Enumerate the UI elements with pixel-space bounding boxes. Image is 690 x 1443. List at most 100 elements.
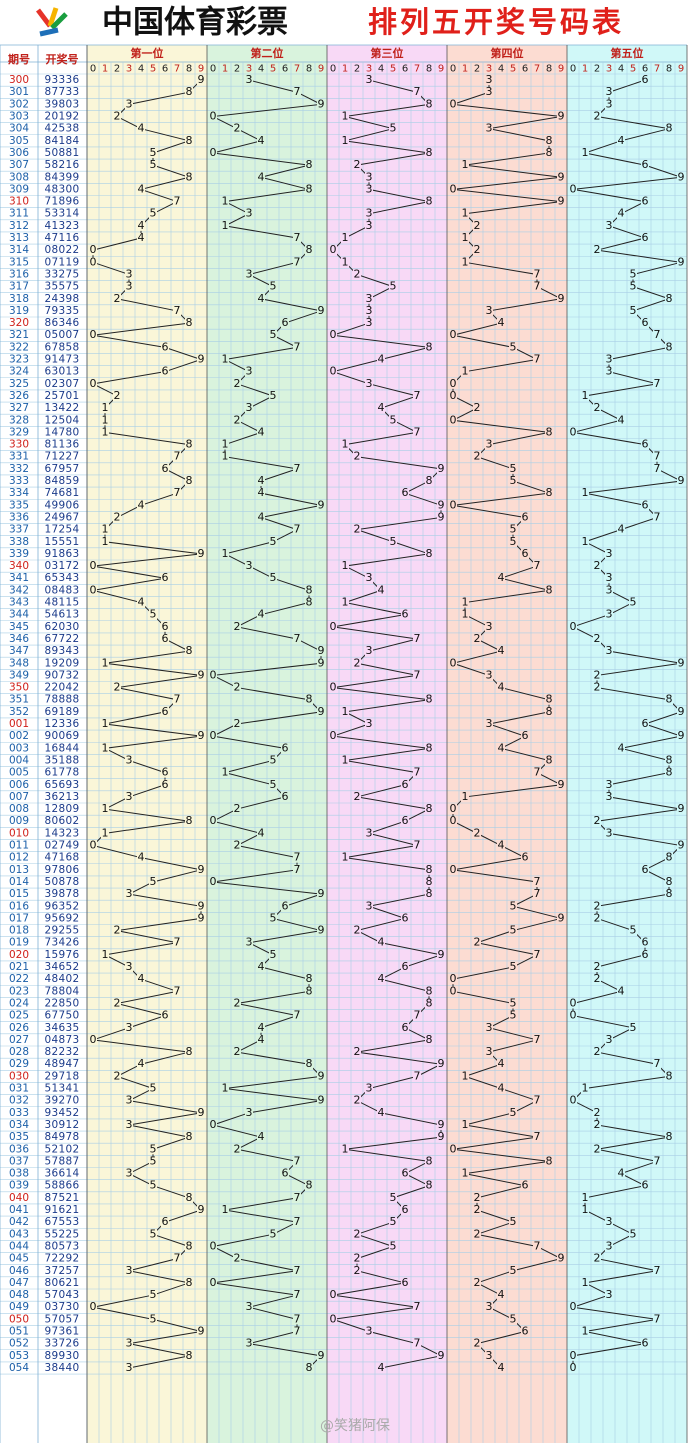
digit-bg (521, 512, 529, 523)
digit-mark: 6 (642, 73, 649, 86)
digit-bg (593, 403, 601, 414)
digit-bg (497, 1083, 505, 1094)
draw-number: 91473 (45, 354, 80, 366)
digit-bg (461, 160, 469, 171)
digit-bg (497, 1059, 505, 1070)
digit-mark: 1 (462, 1167, 469, 1180)
digit-mark: 7 (294, 1154, 301, 1167)
digit-mark: 8 (186, 85, 193, 98)
digit-bg (101, 536, 109, 547)
draw-number: 08022 (45, 244, 80, 256)
digit-bg (509, 1265, 517, 1276)
draw-number: 67722 (45, 633, 80, 645)
draw-number: 25701 (45, 390, 80, 402)
digit-bg (425, 99, 433, 110)
digit-bg (593, 1107, 601, 1118)
period: 046 (9, 1265, 29, 1277)
digit-bg (197, 731, 205, 742)
digit-mark: 6 (402, 778, 409, 791)
digit-mark: 1 (342, 1142, 349, 1155)
digit-bg (233, 998, 241, 1009)
digit-bg (185, 1047, 193, 1058)
digit-mark: 8 (546, 583, 553, 596)
digit-mark: 3 (126, 1264, 133, 1277)
digit-bg (137, 974, 145, 985)
digit-mark: 4 (138, 1057, 145, 1070)
digit-mark: 3 (486, 1349, 493, 1362)
digit-bg (197, 1107, 205, 1118)
digit-bg (305, 694, 313, 705)
digit-mark: 8 (546, 693, 553, 706)
draw-number: 50881 (45, 147, 80, 159)
digit-bg (437, 1119, 445, 1130)
digit-mark: 5 (150, 146, 157, 159)
period: 347 (9, 645, 29, 657)
digit-bg (521, 852, 529, 863)
period: 310 (9, 196, 29, 208)
digit-bg (113, 512, 121, 523)
digit-bg (209, 731, 217, 742)
digit-mark: 3 (126, 1167, 133, 1180)
digit-mark: 9 (558, 292, 565, 305)
draw-number: 57057 (45, 1313, 80, 1325)
draw-number: 15976 (45, 949, 80, 961)
digit-mark: 7 (654, 1154, 661, 1167)
draw-number: 48115 (45, 597, 80, 609)
period: 011 (9, 840, 29, 852)
digit-mark: 1 (342, 231, 349, 244)
digit-mark: 0 (570, 620, 577, 633)
digit-mark: 8 (666, 122, 673, 135)
digit-mark: 3 (606, 97, 613, 110)
digit-bg (449, 390, 457, 401)
digit-mark: 9 (318, 644, 325, 657)
digit-mark: 8 (546, 705, 553, 718)
digit-bg (137, 597, 145, 608)
digit-bg (425, 694, 433, 705)
digit-bg (413, 767, 421, 778)
digit-bg (353, 269, 361, 280)
digit-bg (125, 1362, 133, 1373)
digit-mark: 6 (162, 365, 169, 378)
digit-bg (533, 354, 541, 365)
digit-bg (161, 1010, 169, 1021)
digit-bg (449, 864, 457, 875)
digit-mark: 1 (582, 1191, 589, 1204)
digit-bg (461, 1119, 469, 1130)
digit-bg (365, 573, 373, 584)
digit-mark: 9 (438, 1057, 445, 1070)
digit-bg (485, 1022, 493, 1033)
digit-bg (401, 1168, 409, 1179)
digit-bg (305, 1059, 313, 1070)
digit-bg (353, 1253, 361, 1264)
digit-bg (317, 500, 325, 511)
digit-mark: 3 (486, 620, 493, 633)
digit-bg (461, 1071, 469, 1082)
digit-bg (317, 305, 325, 316)
digit-mark: 8 (426, 340, 433, 353)
period: 002 (9, 730, 29, 742)
digit-bg (617, 208, 625, 219)
digit-bg (341, 233, 349, 244)
digit-mark: 8 (426, 863, 433, 876)
digit-bg (269, 390, 277, 401)
digit-bg (197, 354, 205, 365)
digit-header: 1 (462, 64, 468, 75)
digit-bg (197, 864, 205, 875)
digit-mark: 5 (510, 1264, 517, 1277)
digit-bg (653, 1314, 661, 1325)
digit-bg (353, 791, 361, 802)
digit-bg (413, 390, 421, 401)
digit-mark: 4 (378, 353, 385, 366)
draw-number: 33726 (45, 1338, 80, 1350)
digit-mark: 0 (570, 1349, 577, 1362)
digit-mark: 6 (162, 778, 169, 791)
digit-mark: 2 (354, 1045, 361, 1058)
digit-mark: 2 (474, 450, 481, 463)
digit-bg (329, 366, 337, 377)
draw-number: 36614 (45, 1168, 80, 1180)
digit-bg (281, 901, 289, 912)
digit-mark: 4 (618, 413, 625, 426)
digit-bg (641, 1180, 649, 1191)
digit-bg (473, 1229, 481, 1240)
digit-mark: 8 (306, 972, 313, 985)
